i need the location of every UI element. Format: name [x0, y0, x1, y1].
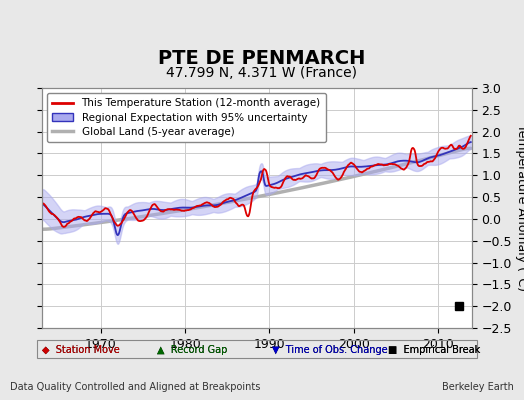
Text: Data Quality Controlled and Aligned at Breakpoints: Data Quality Controlled and Aligned at B…	[10, 382, 261, 392]
Text: ▲  Record Gap: ▲ Record Gap	[157, 345, 227, 355]
Text: ▼  Time of Obs. Change: ▼ Time of Obs. Change	[272, 345, 388, 355]
Text: ▼  Time of Obs. Change: ▼ Time of Obs. Change	[272, 345, 388, 355]
Y-axis label: Temperature Anomaly (°C): Temperature Anomaly (°C)	[516, 124, 524, 292]
Text: ■  Empirical Break: ■ Empirical Break	[388, 345, 480, 355]
Text: 47.799 N, 4.371 W (France): 47.799 N, 4.371 W (France)	[167, 66, 357, 80]
Legend: This Temperature Station (12-month average), Regional Expectation with 95% uncer: This Temperature Station (12-month avera…	[47, 93, 326, 142]
Text: PTE DE PENMARCH: PTE DE PENMARCH	[158, 49, 366, 68]
Text: ◆  Station Move: ◆ Station Move	[42, 345, 119, 355]
Text: ▲  Record Gap: ▲ Record Gap	[157, 345, 227, 355]
Text: ◆  Station Move: ◆ Station Move	[42, 345, 119, 355]
Text: Berkeley Earth: Berkeley Earth	[442, 382, 514, 392]
Text: ■  Empirical Break: ■ Empirical Break	[388, 345, 480, 355]
